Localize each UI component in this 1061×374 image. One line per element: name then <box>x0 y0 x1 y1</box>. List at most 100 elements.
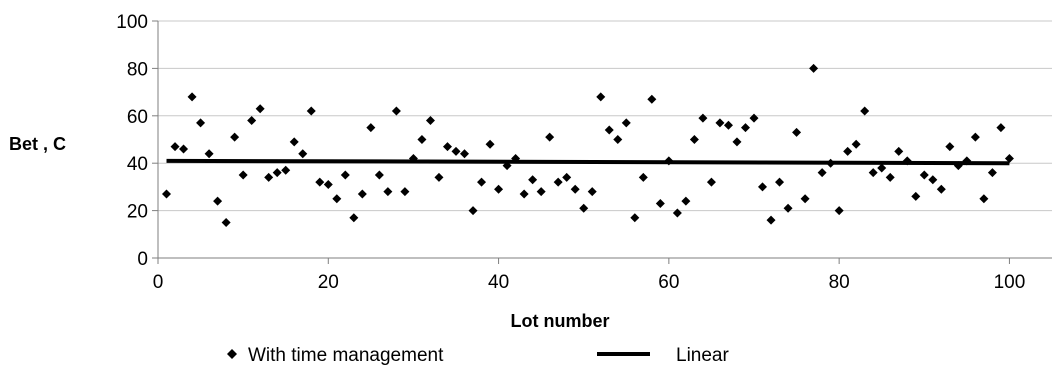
data-point-76 <box>800 194 810 204</box>
data-point-59 <box>655 198 665 208</box>
data-point-87 <box>894 146 904 156</box>
data-point-94 <box>953 161 963 171</box>
data-point-14 <box>272 168 282 178</box>
data-point-91 <box>928 175 938 185</box>
data-point-29 <box>400 187 410 197</box>
data-point-70 <box>749 113 759 123</box>
data-point-4 <box>187 92 197 102</box>
data-point-98 <box>987 168 997 178</box>
data-points <box>162 63 1014 227</box>
data-point-63 <box>689 135 699 144</box>
data-point-55 <box>621 118 631 128</box>
data-point-1 <box>162 189 172 199</box>
x-tick-label-60: 60 <box>658 272 679 293</box>
data-point-3 <box>179 144 189 154</box>
data-point-97 <box>979 194 989 204</box>
data-point-26 <box>374 170 384 180</box>
y-tick-label-40: 40 <box>127 154 148 175</box>
data-point-44 <box>528 175 538 185</box>
data-point-68 <box>732 137 742 147</box>
data-point-80 <box>834 206 844 216</box>
data-point-89 <box>911 191 921 201</box>
data-point-53 <box>604 125 614 135</box>
data-point-62 <box>681 196 691 206</box>
data-point-16 <box>289 137 299 147</box>
data-point-96 <box>970 132 980 142</box>
legend-label-linear: Linear <box>676 345 729 366</box>
data-point-81 <box>843 146 853 156</box>
data-point-20 <box>323 180 333 190</box>
data-point-32 <box>425 116 435 126</box>
data-point-79 <box>826 158 836 168</box>
data-point-86 <box>885 172 895 182</box>
data-point-43 <box>519 189 529 199</box>
data-point-42 <box>511 153 521 163</box>
y-tick-label-100: 100 <box>116 12 148 33</box>
x-tick-label-100: 100 <box>994 272 1026 293</box>
legend: With time management Linear <box>227 345 729 366</box>
data-point-73 <box>775 177 785 187</box>
data-point-56 <box>630 213 640 223</box>
data-point-40 <box>494 184 504 194</box>
data-point-31 <box>417 135 427 144</box>
data-point-47 <box>553 177 563 187</box>
data-point-6 <box>204 149 214 159</box>
x-tick-label-80: 80 <box>829 272 850 293</box>
data-point-90 <box>919 170 929 180</box>
y-tick-label-20: 20 <box>127 202 148 223</box>
trend-line-layer <box>166 158 1010 166</box>
data-point-66 <box>715 118 725 128</box>
data-point-10 <box>238 170 248 180</box>
data-point-28 <box>391 106 401 116</box>
data-point-77 <box>809 63 819 73</box>
data-point-69 <box>740 123 750 133</box>
data-point-5 <box>196 118 206 128</box>
data-point-34 <box>442 142 452 152</box>
data-point-71 <box>758 182 768 192</box>
data-point-57 <box>638 172 648 182</box>
data-point-23 <box>349 213 359 223</box>
data-point-49 <box>570 184 580 194</box>
data-point-92 <box>936 184 946 194</box>
data-point-84 <box>868 168 878 178</box>
data-point-61 <box>672 208 682 218</box>
data-point-25 <box>366 123 376 133</box>
data-point-74 <box>783 203 793 213</box>
data-point-13 <box>264 172 274 182</box>
data-point-48 <box>562 172 572 182</box>
data-point-19 <box>315 177 325 187</box>
data-point-54 <box>613 135 623 144</box>
data-point-75 <box>792 127 802 137</box>
data-point-9 <box>230 132 240 142</box>
data-point-100 <box>1004 153 1014 163</box>
data-point-64 <box>698 113 708 123</box>
data-point-46 <box>545 132 555 142</box>
data-point-51 <box>587 187 597 197</box>
x-axis-title: Lot number <box>511 311 610 331</box>
data-point-39 <box>485 139 495 149</box>
legend-diamond-marker <box>227 349 237 359</box>
data-point-88 <box>902 156 912 166</box>
data-point-60 <box>664 156 674 166</box>
data-point-82 <box>851 139 861 149</box>
data-point-95 <box>962 156 972 166</box>
data-point-21 <box>332 194 342 204</box>
data-point-50 <box>579 203 589 213</box>
data-point-17 <box>298 149 308 159</box>
data-point-15 <box>281 165 291 175</box>
data-point-35 <box>451 146 461 156</box>
data-point-8 <box>221 217 231 227</box>
legend-label-with-time-management: With time management <box>248 345 444 366</box>
data-point-72 <box>766 215 776 225</box>
x-tick-label-40: 40 <box>488 272 509 293</box>
data-point-33 <box>434 172 444 182</box>
x-tick-label-0: 0 <box>153 272 164 293</box>
y-tick-label-60: 60 <box>127 107 148 128</box>
data-point-38 <box>477 177 487 187</box>
data-point-12 <box>255 104 265 114</box>
y-axis-title: Bet , C <box>9 134 66 154</box>
axes: 0 20 40 60 80 100 0 20 40 60 80 100 <box>116 12 1052 293</box>
data-point-18 <box>306 106 316 116</box>
